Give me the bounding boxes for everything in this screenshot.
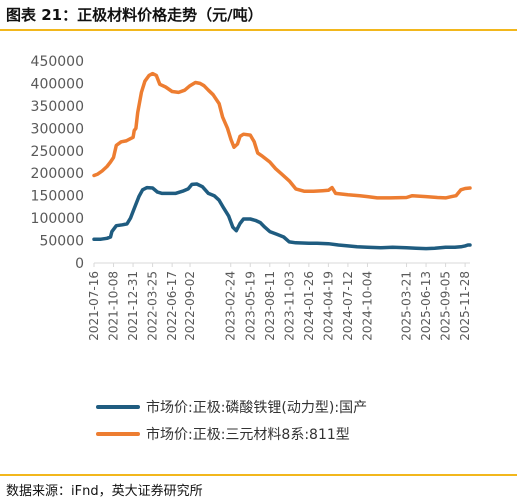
y-tick-label: 400000: [31, 76, 84, 92]
x-tick-label: 2021-07-16: [87, 271, 101, 341]
x-tick-label: 2021-10-08: [107, 271, 121, 341]
y-axis-ticks: 0 50000 100000 150000 200000 250000 300000 3500…: [31, 54, 84, 272]
x-tick-label: 2021-12-31: [126, 271, 140, 341]
source-note: 数据来源：iFnd，英大证券研究所: [6, 484, 203, 499]
x-tick-label: 2023-05-19: [243, 271, 257, 341]
x-tick-label: 2023-02-24: [224, 271, 238, 341]
x-tick-label: 2023-08-11: [263, 271, 277, 341]
x-tick-label: 2025-06-13: [419, 271, 433, 341]
title-rule: [0, 29, 517, 31]
x-tick-label: 2025-03-21: [400, 271, 414, 341]
y-tick-label: 300000: [31, 121, 84, 137]
y-tick-label: 250000: [31, 144, 84, 160]
source-rule: [0, 474, 517, 476]
lfp-price-line: [92, 182, 472, 251]
legend-label: 市场价:正极:磷酸铁锂(动力型):国产: [146, 399, 367, 416]
x-tick-label: 2023-11-03: [282, 271, 296, 341]
x-tick-label: 2025-11-28: [458, 271, 472, 341]
y-tick-label: 150000: [31, 189, 84, 205]
y-tick-label: 0: [75, 256, 84, 272]
x-axis-ticks: 2021-07-16 2021-10-08 2021-12-31 2022-03-25…: [87, 263, 472, 341]
figure-title: 图表 21：正极材料价格走势（元/吨）: [6, 6, 263, 24]
y-tick-label: 450000: [31, 54, 84, 70]
x-tick-label: 2022-03-25: [146, 271, 160, 341]
x-tick-label: 2022-06-17: [165, 271, 179, 341]
y-tick-label: 200000: [31, 166, 84, 182]
x-tick-label: 2024-10-04: [360, 271, 374, 341]
y-tick-label: 350000: [31, 99, 84, 115]
x-tick-label: 2024-07-12: [341, 271, 355, 341]
x-tick-label: 2025-09-05: [439, 271, 453, 341]
y-tick-label: 50000: [39, 234, 84, 250]
ncm811-price-line: [92, 71, 472, 200]
series-lines: [92, 71, 472, 251]
legend-label: 市场价:正极:三元材料8系:811型: [146, 426, 350, 443]
x-tick-label: 2024-04-19: [321, 271, 335, 341]
y-tick-label: 100000: [31, 211, 84, 227]
x-tick-label: 2024-01-26: [302, 271, 316, 341]
x-tick-label: 2022-09-02: [183, 271, 197, 341]
